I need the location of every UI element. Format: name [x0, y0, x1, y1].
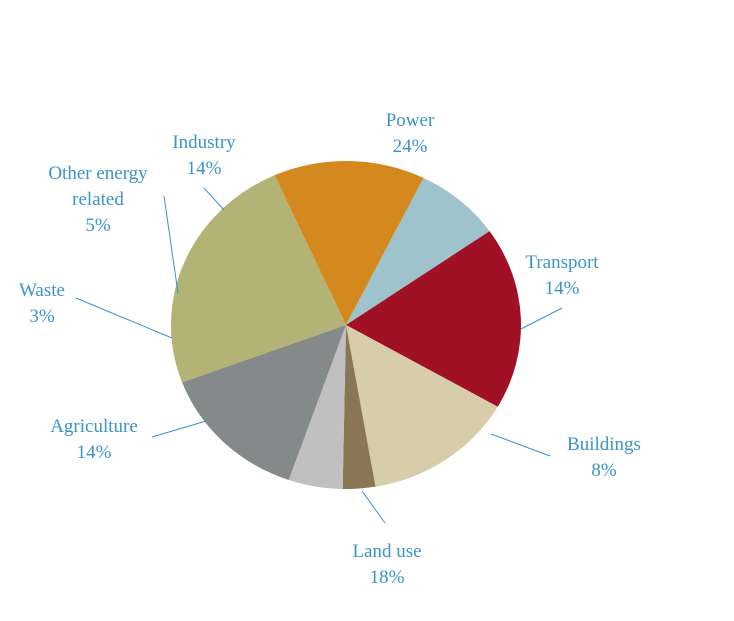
slice-category-label: Waste	[19, 280, 65, 301]
pie-slice-power	[171, 175, 346, 383]
slice-value-label: 14%	[545, 278, 580, 299]
leader-line-waste	[75, 297, 173, 339]
leader-line-industry	[203, 187, 225, 211]
pie-slice-waste	[342, 325, 376, 490]
leader-line-buildings	[490, 433, 551, 457]
slice-label-transport: Transport 14%	[525, 252, 599, 299]
leader-line-transport	[520, 307, 563, 330]
slice-category-label: Industry	[172, 132, 236, 153]
slice-value-label: 14%	[187, 158, 222, 179]
pie-slices	[171, 161, 522, 490]
slice-category-label: Buildings	[567, 434, 641, 455]
slice-label-other-energy-related: Other energy related 5%	[48, 163, 148, 236]
slice-category-label: Power	[386, 110, 435, 131]
leader-lines	[75, 187, 563, 524]
pie-slice-agriculture	[346, 325, 498, 487]
slice-value-label: 24%	[393, 136, 428, 157]
pie-slice-buildings	[346, 177, 490, 325]
slice-category-label: related	[72, 189, 124, 210]
slice-label-agriculture: Agriculture 14%	[50, 416, 138, 463]
leader-line-land-use	[361, 490, 386, 524]
pie-slice-land-use	[346, 231, 522, 407]
leader-line-other-energy-related	[163, 195, 179, 294]
slice-label-waste: Waste 3%	[19, 280, 65, 327]
slice-value-label: 5%	[85, 215, 111, 236]
slice-category-label: Transport	[525, 252, 599, 273]
slice-label-industry: Industry 14%	[172, 132, 236, 179]
slice-category-label: Land use	[352, 541, 421, 562]
slice-value-label: 18%	[370, 567, 405, 588]
slice-value-label: 3%	[29, 306, 55, 327]
pie-slice-transport	[274, 161, 424, 325]
leader-line-agriculture	[151, 420, 207, 438]
slice-category-label: Other energy	[48, 163, 148, 184]
slice-category-label: Agriculture	[50, 416, 138, 437]
slice-value-label: 14%	[77, 442, 112, 463]
slice-label-power: Power 24%	[386, 110, 435, 157]
pie-slice-other-energy-related	[288, 325, 346, 489]
slice-labels: Power 24% Transport 14% Buildings 8% Land use 1…	[19, 110, 641, 588]
slice-label-buildings: Buildings 8%	[567, 434, 641, 481]
pie-slice-industry	[182, 325, 346, 480]
slice-label-land-use: Land use 18%	[352, 541, 421, 588]
slice-value-label: 8%	[591, 460, 617, 481]
